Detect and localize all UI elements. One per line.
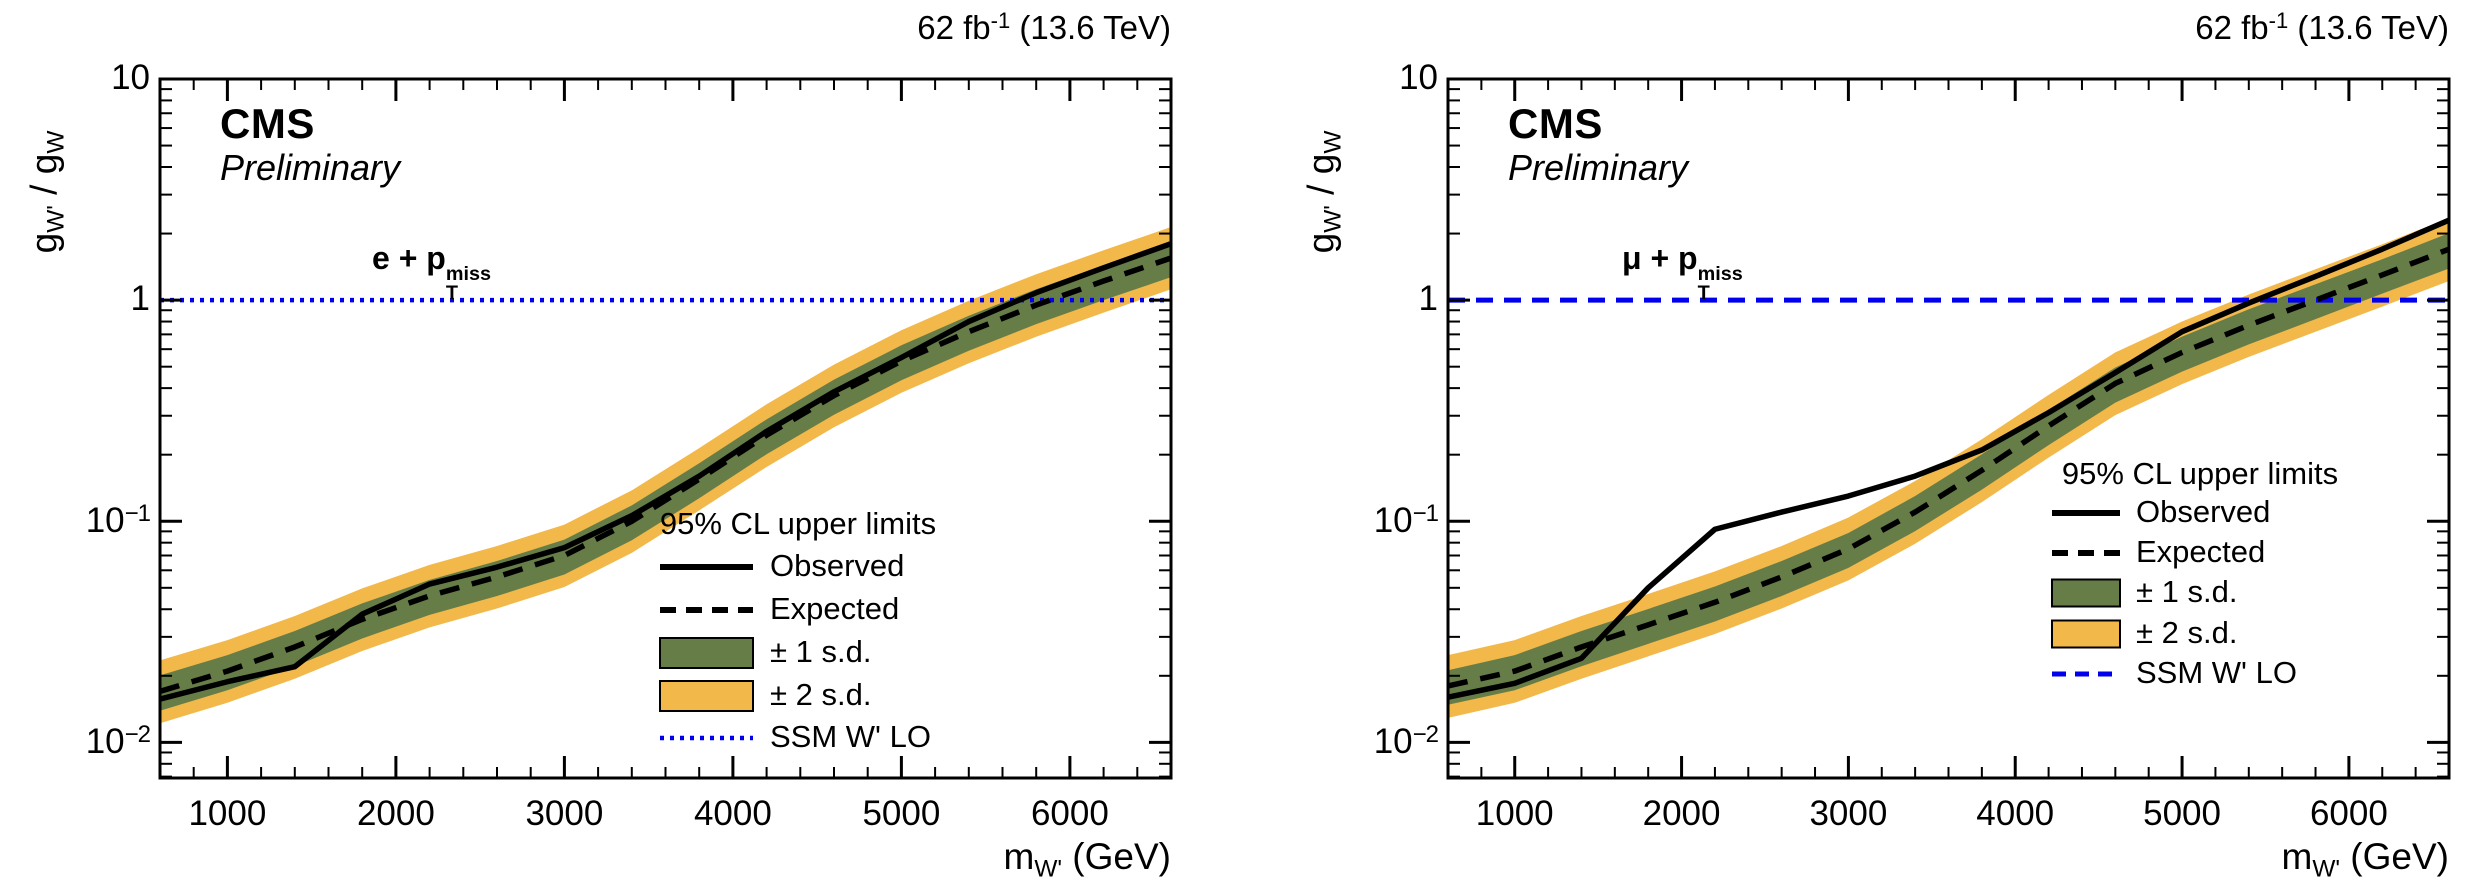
x-tick-label: 2000 xyxy=(356,794,435,833)
y-tick-label: 10−1 xyxy=(85,500,151,541)
x-tick-label: 6000 xyxy=(1030,794,1109,833)
y-axis-title: gW' / gW xyxy=(23,130,70,254)
y-tick-label: 1 xyxy=(1418,279,1438,319)
lepton-symbol: e xyxy=(372,240,390,276)
preliminary-label: Preliminary xyxy=(1508,147,1689,188)
legend-label-expected: Expected xyxy=(770,591,900,626)
legend-label-observed: Observed xyxy=(770,548,905,583)
y-axis-title: gW' / gW xyxy=(1300,130,1347,254)
y-tick-label: 1 xyxy=(130,279,150,319)
pt-miss-script: miss T xyxy=(445,262,492,304)
y-tick-label: 10 xyxy=(111,58,150,97)
channel-plus-p: + p xyxy=(1641,240,1698,276)
legend-title: 95% CL upper limits xyxy=(659,506,937,541)
y-tick-label: 10−2 xyxy=(85,721,151,762)
legend-marker-two-sd xyxy=(659,680,754,712)
observed-limit-line xyxy=(1448,217,2449,700)
one-sd-band xyxy=(1448,233,2449,705)
legend-markers xyxy=(659,564,754,741)
x-tick-label: 5000 xyxy=(862,794,941,833)
x-tick-label: 4000 xyxy=(693,794,772,833)
x-tick-label: 6000 xyxy=(2309,794,2388,833)
x-axis-title: mW' (GeV) xyxy=(1003,836,1172,883)
pt-miss-script: miss T xyxy=(1697,262,1743,304)
legend-label-ssm-w-lo: SSM W' LO xyxy=(2136,655,2297,690)
legend-label--2-s-d-: ± 2 s.d. xyxy=(2136,615,2238,650)
legend-title: 95% CL upper limits xyxy=(2061,456,2339,491)
legend-markers xyxy=(2051,510,2121,677)
lumi-energy: (13.6 TeV) xyxy=(1010,9,1171,46)
legend-label-observed: Observed xyxy=(2136,494,2271,529)
lumi-value: 62 fb xyxy=(917,9,991,46)
x-tick-label: 1000 xyxy=(188,794,267,833)
x-tick-label: 4000 xyxy=(1976,794,2055,833)
expected-limit-line xyxy=(160,255,1171,695)
x-tick-label: 2000 xyxy=(1642,794,1721,833)
t-subscript: T xyxy=(445,281,458,304)
x-tick-label: 3000 xyxy=(525,794,604,833)
legend-marker-two-sd xyxy=(2051,619,2121,649)
curves-group xyxy=(1448,217,2449,718)
legend-label-ssm-w-lo: SSM W' LO xyxy=(770,719,931,754)
miss-superscript: miss xyxy=(445,262,492,285)
cms-label: CMS xyxy=(220,100,315,147)
t-subscript: T xyxy=(1697,281,1710,304)
preliminary-label: Preliminary xyxy=(220,147,401,188)
lumi-exponent: -1 xyxy=(990,8,1011,33)
lepton-symbol: μ xyxy=(1622,240,1642,276)
legend-label--1-s-d-: ± 1 s.d. xyxy=(770,634,872,669)
axis-ticks xyxy=(1448,77,2449,778)
y-tick-label: 10−1 xyxy=(1373,500,1439,541)
y-tick-label: 10 xyxy=(1399,58,1438,97)
expected-limit-line xyxy=(1448,246,2449,689)
legend-label--2-s-d-: ± 2 s.d. xyxy=(770,677,872,712)
channel-plus-p: + p xyxy=(389,240,446,276)
legend-marker-one-sd xyxy=(659,637,754,669)
x-tick-label: 5000 xyxy=(2143,794,2221,833)
x-axis-title: mW' (GeV) xyxy=(2281,836,2450,883)
channel-label-electron: e + p miss T xyxy=(372,240,491,303)
channel-label-muon: μ + p miss T xyxy=(1622,240,1743,303)
lumi-label: 62 fb-1 (13.6 TeV) xyxy=(2195,8,2449,47)
lumi-label: 62 fb-1 (13.6 TeV) xyxy=(917,8,1171,47)
legend-label--1-s-d-: ± 1 s.d. xyxy=(2136,574,2238,609)
limit-plot-right-panel xyxy=(1446,77,2451,780)
limit-plot-left-panel xyxy=(158,77,1173,780)
miss-superscript: miss xyxy=(1697,262,1743,285)
legend-label-expected: Expected xyxy=(2136,534,2266,569)
x-tick-label: 3000 xyxy=(1809,794,1888,833)
lumi-energy: (13.6 TeV) xyxy=(2288,9,2449,46)
axis-ticks xyxy=(160,77,1171,778)
legend-marker-one-sd xyxy=(2051,578,2121,608)
x-tick-label: 1000 xyxy=(1475,794,1554,833)
observed-limit-line xyxy=(160,240,1171,702)
lumi-value: 62 fb xyxy=(2195,9,2269,46)
curves-group xyxy=(160,227,1171,724)
lumi-exponent: -1 xyxy=(2268,8,2289,33)
cms-label: CMS xyxy=(1508,100,1603,147)
y-tick-label: 10−2 xyxy=(1373,721,1439,762)
